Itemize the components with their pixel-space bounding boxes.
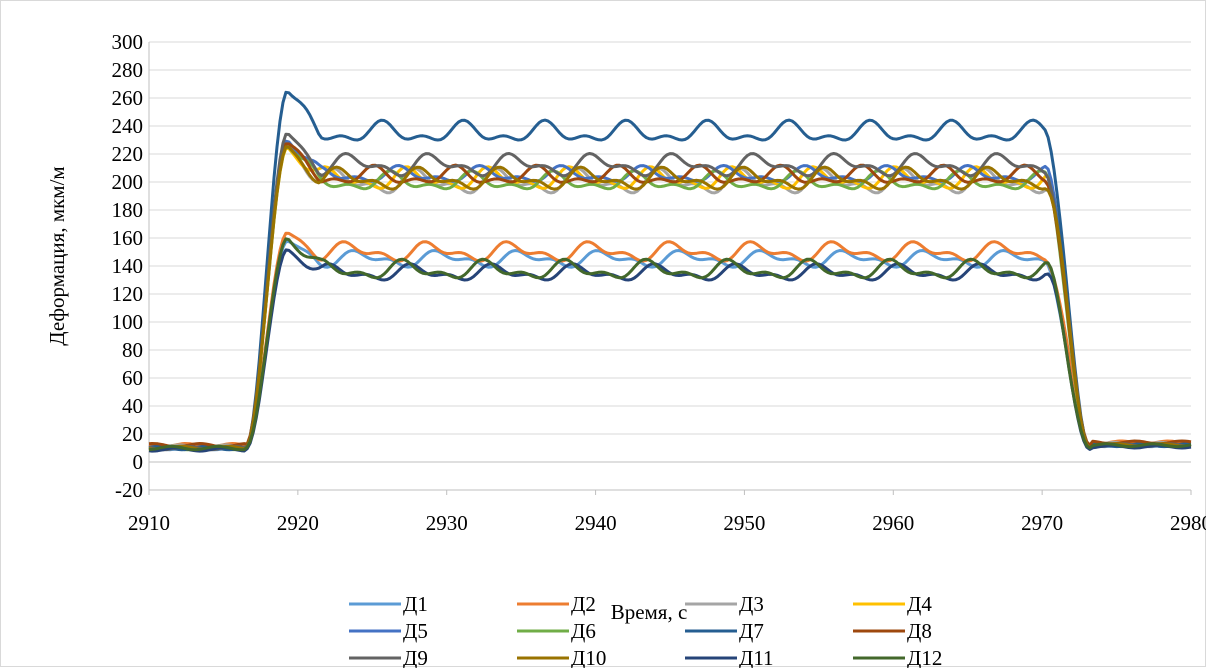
x-tick-label: 2940 bbox=[575, 511, 617, 535]
legend-label: Д5 bbox=[403, 619, 428, 643]
legend-label: Д8 bbox=[907, 619, 932, 643]
x-tick-label: 2960 bbox=[872, 511, 914, 535]
y-tick-label: 300 bbox=[112, 30, 144, 54]
legend-label: Д3 bbox=[739, 592, 764, 616]
x-tick-label: 2910 bbox=[128, 511, 170, 535]
y-tick-label: 280 bbox=[112, 58, 144, 82]
x-tick-label: 2970 bbox=[1021, 511, 1063, 535]
y-tick-label: 20 bbox=[122, 422, 143, 446]
y-tick-label: 60 bbox=[122, 366, 143, 390]
series-line-3 bbox=[149, 144, 1191, 448]
legend-label: Д12 bbox=[907, 646, 942, 668]
y-tick-label: 120 bbox=[112, 282, 144, 306]
legend-label: Д6 bbox=[571, 619, 596, 643]
x-tick-label: 2980 bbox=[1170, 511, 1206, 535]
y-tick-label: 40 bbox=[122, 394, 143, 418]
series-line-8 bbox=[149, 144, 1191, 447]
series-line-12 bbox=[149, 239, 1191, 450]
y-tick-label: -20 bbox=[115, 478, 143, 502]
y-tick-label: 160 bbox=[112, 226, 144, 250]
x-tick-label: 2930 bbox=[426, 511, 468, 535]
series-line-7 bbox=[149, 92, 1191, 449]
y-tick-label: 260 bbox=[112, 86, 144, 110]
y-axis-title: Деформация, мкм/м bbox=[45, 166, 69, 345]
y-tick-label: 180 bbox=[112, 198, 144, 222]
x-tick-label: 2950 bbox=[723, 511, 765, 535]
y-axis-ticks: -20 0 20 40 60 80 100 120 140 160 180 200 220 240 260 2… bbox=[112, 30, 144, 502]
y-tick-label: 240 bbox=[112, 114, 144, 138]
x-tick-label: 2920 bbox=[277, 511, 319, 535]
y-tick-label: 100 bbox=[112, 310, 144, 334]
y-tick-label: 200 bbox=[112, 170, 144, 194]
series-lines bbox=[149, 92, 1191, 451]
legend-label: Д9 bbox=[403, 646, 428, 668]
legend-label: Д11 bbox=[739, 646, 774, 668]
series-line-4 bbox=[149, 148, 1191, 450]
legend-label: Д1 bbox=[403, 592, 428, 616]
x-axis-title: Время, с bbox=[611, 600, 688, 624]
y-tick-label: 80 bbox=[122, 338, 143, 362]
y-tick-label: 220 bbox=[112, 142, 144, 166]
legend-label: Д2 bbox=[571, 592, 596, 616]
y-tick-label: 0 bbox=[133, 450, 144, 474]
y-tick-label: 140 bbox=[112, 254, 144, 278]
x-axis-ticks: 2910 2920 2930 2940 2950 2960 2970 2980 bbox=[128, 490, 1206, 535]
legend-label: Д4 bbox=[907, 592, 932, 616]
legend-label: Д10 bbox=[571, 646, 606, 668]
legend-label: Д7 bbox=[739, 619, 764, 643]
